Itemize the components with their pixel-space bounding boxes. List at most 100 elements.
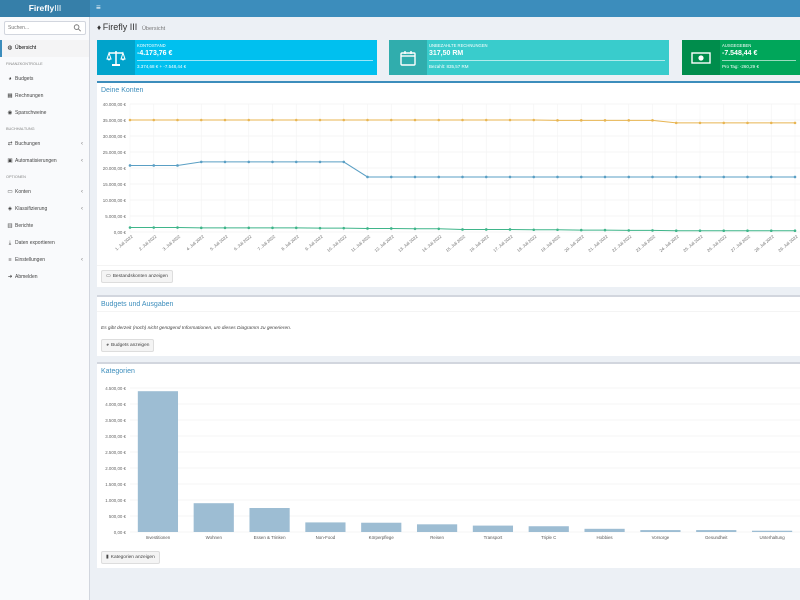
data-point[interactable] bbox=[769, 229, 773, 233]
data-point[interactable] bbox=[508, 118, 512, 122]
data-point[interactable] bbox=[698, 175, 702, 179]
sidebar-item-budgets[interactable]: ◕ Budgets bbox=[0, 71, 89, 88]
data-point[interactable] bbox=[603, 119, 607, 122]
data-point[interactable] bbox=[389, 118, 393, 122]
data-point[interactable] bbox=[793, 175, 797, 179]
data-point[interactable] bbox=[294, 226, 298, 230]
data-point[interactable] bbox=[128, 226, 132, 229]
info-box-bills[interactable]: UNBEZAHLTE RECHNUNGEN 317,50 RM Bezahlt:… bbox=[389, 40, 669, 75]
data-point[interactable] bbox=[461, 118, 464, 122]
show-asset-accounts-button[interactable]: ▭ Bestandskonten anzeigen bbox=[101, 270, 173, 283]
show-budgets-button[interactable]: ◕ Budgets anzeigen bbox=[101, 339, 155, 352]
category-bar[interactable] bbox=[640, 530, 681, 532]
search-input[interactable] bbox=[8, 22, 74, 34]
data-point[interactable] bbox=[247, 226, 251, 230]
category-bar[interactable] bbox=[696, 530, 737, 532]
data-point[interactable] bbox=[342, 118, 346, 122]
data-point[interactable] bbox=[247, 118, 251, 122]
data-point[interactable] bbox=[176, 226, 179, 229]
data-point[interactable] bbox=[484, 118, 488, 122]
category-bar[interactable] bbox=[305, 522, 346, 532]
sidebar-item-sparschweine[interactable]: ◉ Sparschweine bbox=[0, 105, 89, 122]
data-point[interactable] bbox=[318, 118, 322, 122]
data-point[interactable] bbox=[199, 118, 203, 122]
data-point[interactable] bbox=[651, 175, 654, 179]
data-point[interactable] bbox=[389, 227, 393, 230]
data-point[interactable] bbox=[579, 175, 583, 179]
sidebar-item-konten[interactable]: ▭ Konten ‹ bbox=[0, 184, 89, 201]
data-point[interactable] bbox=[176, 118, 179, 122]
data-point[interactable] bbox=[722, 175, 726, 179]
sidebar-item-berichte[interactable]: ▥ Berichte bbox=[0, 218, 89, 235]
data-point[interactable] bbox=[199, 226, 203, 230]
category-bar[interactable] bbox=[249, 508, 290, 532]
data-point[interactable] bbox=[532, 118, 536, 122]
data-point[interactable] bbox=[342, 160, 346, 164]
data-point[interactable] bbox=[579, 119, 583, 122]
data-point[interactable] bbox=[437, 227, 441, 231]
show-categories-button[interactable]: ▮ Kategorien anzeigen bbox=[101, 551, 160, 564]
data-point[interactable] bbox=[152, 226, 156, 229]
data-point[interactable] bbox=[674, 229, 678, 233]
data-point[interactable] bbox=[128, 118, 132, 122]
data-point[interactable] bbox=[152, 164, 156, 167]
category-bar[interactable] bbox=[528, 526, 569, 532]
data-point[interactable] bbox=[746, 175, 749, 179]
data-point[interactable] bbox=[627, 119, 631, 122]
data-point[interactable] bbox=[508, 228, 512, 231]
data-point[interactable] bbox=[651, 119, 654, 122]
data-point[interactable] bbox=[484, 175, 488, 179]
sidebar-item-einstellungen[interactable]: ≡ Einstellungen ‹ bbox=[0, 252, 89, 269]
data-point[interactable] bbox=[366, 175, 369, 179]
category-bar[interactable] bbox=[193, 503, 234, 532]
data-point[interactable] bbox=[627, 175, 631, 179]
data-point[interactable] bbox=[199, 160, 203, 164]
sidebar-item-klassifizierung[interactable]: ◈ Klassifizierung ‹ bbox=[0, 201, 89, 218]
data-point[interactable] bbox=[532, 175, 536, 179]
data-point[interactable] bbox=[556, 175, 559, 179]
data-point[interactable] bbox=[271, 118, 274, 122]
data-point[interactable] bbox=[223, 118, 227, 122]
data-point[interactable] bbox=[318, 160, 322, 164]
data-point[interactable] bbox=[223, 160, 227, 164]
data-point[interactable] bbox=[698, 229, 702, 233]
data-point[interactable] bbox=[556, 119, 559, 122]
data-point[interactable] bbox=[413, 118, 417, 122]
category-bar[interactable] bbox=[472, 525, 514, 532]
data-point[interactable] bbox=[294, 118, 298, 122]
data-point[interactable] bbox=[152, 118, 156, 122]
data-point[interactable] bbox=[793, 229, 797, 233]
data-point[interactable] bbox=[223, 226, 227, 230]
info-box-balance[interactable]: KONTOSTAND -4.173,76 € 3.374,68 € + -7.5… bbox=[97, 40, 377, 75]
data-point[interactable] bbox=[484, 228, 488, 231]
data-point[interactable] bbox=[366, 227, 369, 230]
data-point[interactable] bbox=[461, 228, 464, 231]
data-point[interactable] bbox=[461, 175, 464, 179]
data-point[interactable] bbox=[674, 121, 678, 125]
category-bar[interactable] bbox=[137, 391, 179, 532]
data-point[interactable] bbox=[342, 226, 346, 230]
sidebar-item-rechnungen[interactable]: ▦ Rechnungen bbox=[0, 88, 89, 105]
category-bar[interactable] bbox=[361, 522, 402, 532]
app-logo[interactable]: FireflyIII bbox=[0, 0, 90, 17]
category-bar[interactable] bbox=[416, 524, 458, 532]
data-point[interactable] bbox=[698, 121, 702, 125]
data-point[interactable] bbox=[746, 121, 749, 125]
sidebar-item-buchungen[interactable]: ⇄ Buchungen ‹ bbox=[0, 136, 89, 153]
info-box-spent[interactable]: AUSGEGEBEN -7.548,44 € Pro Tag: -260,29 … bbox=[682, 40, 800, 75]
category-bar[interactable] bbox=[751, 530, 793, 532]
data-point[interactable] bbox=[603, 175, 607, 179]
data-point[interactable] bbox=[532, 228, 536, 232]
sidebar-item-automatisierungen[interactable]: ▣ Automatisierungen ‹ bbox=[0, 153, 89, 170]
data-point[interactable] bbox=[746, 229, 749, 233]
data-point[interactable] bbox=[793, 121, 797, 125]
data-point[interactable] bbox=[318, 226, 322, 230]
search-icon[interactable] bbox=[73, 23, 82, 33]
data-point[interactable] bbox=[769, 175, 773, 179]
category-bar[interactable] bbox=[584, 528, 625, 532]
data-point[interactable] bbox=[413, 175, 417, 179]
data-point[interactable] bbox=[366, 118, 369, 122]
data-point[interactable] bbox=[271, 160, 274, 164]
data-point[interactable] bbox=[389, 175, 393, 179]
data-point[interactable] bbox=[294, 160, 298, 164]
